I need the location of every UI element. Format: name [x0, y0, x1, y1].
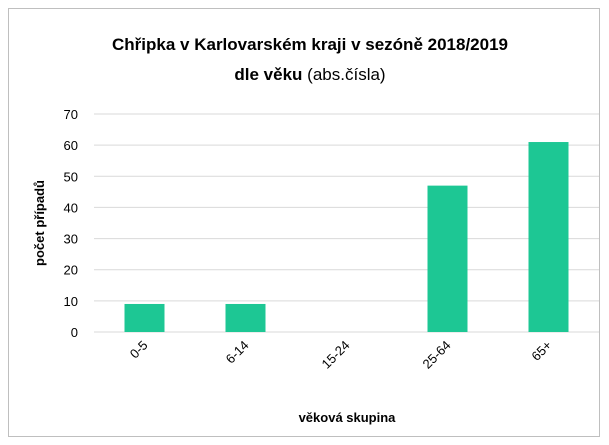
- y-tick-label: 50: [64, 169, 78, 184]
- chart-subtitle: dle věku (abs.čísla): [234, 65, 385, 84]
- x-axis-label: věková skupina: [299, 410, 397, 425]
- y-tick-label: 20: [64, 263, 78, 278]
- subtitle-normal: (abs.čísla): [307, 65, 385, 84]
- bar: [427, 185, 468, 332]
- bar: [225, 303, 266, 332]
- y-tick-label: 30: [64, 232, 78, 247]
- bar: [528, 142, 569, 332]
- y-tick-label: 0: [71, 325, 78, 340]
- chart-title: Chřipka v Karlovarském kraji v sezóně 20…: [112, 35, 508, 54]
- y-tick-label: 60: [64, 138, 78, 153]
- subtitle-bold: dle věku: [234, 65, 302, 84]
- chart-frame: [8, 8, 600, 437]
- y-tick-label: 70: [64, 107, 78, 122]
- y-axis-label: počet případů: [32, 180, 47, 266]
- y-tick-label: 40: [64, 200, 78, 215]
- y-tick-label: 10: [64, 294, 78, 309]
- bar: [124, 303, 165, 332]
